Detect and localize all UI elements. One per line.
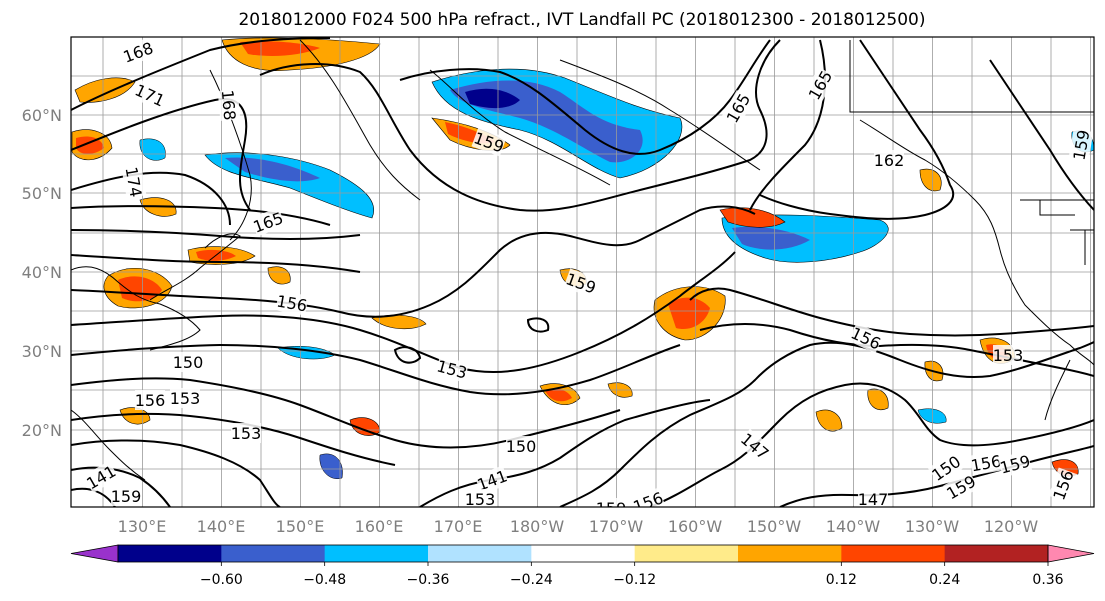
contour-label-text: 156 xyxy=(135,391,166,410)
map-frame xyxy=(70,36,1095,508)
lon-label: 150°E xyxy=(276,517,325,536)
contour-label-text: 147 xyxy=(858,490,889,509)
lon-label: 170°E xyxy=(434,517,483,536)
lon-label: 130°E xyxy=(118,517,167,536)
contour-label: 168 xyxy=(218,89,241,121)
coastline-us-west xyxy=(999,249,1094,366)
positive-anomaly-north xyxy=(221,37,381,71)
lat-label: 30°N xyxy=(22,342,62,361)
colorbar-extend-low xyxy=(70,544,119,563)
longitude-labels: 130°E 140°E 150°E 160°E 170°E 180°W 170°W 160°W… xyxy=(118,517,1039,536)
coastline-bc xyxy=(859,119,1001,251)
colorbar-frame xyxy=(117,544,1049,563)
lat-label: 40°N xyxy=(22,263,62,282)
lon-label: 140°E xyxy=(197,517,246,536)
colorbar-segment xyxy=(428,545,532,562)
lon-label: 130°W xyxy=(905,517,960,536)
coastline-philippines xyxy=(71,409,146,481)
contour-label-text: 150 xyxy=(506,437,537,456)
colorbar-tick-label: −0.12 xyxy=(613,572,656,588)
contour-label-text: 153 xyxy=(231,424,262,443)
positive-anomaly-central-pacific xyxy=(653,286,726,341)
border-canada-alaska xyxy=(849,40,1094,113)
contour-label: 147 xyxy=(858,489,889,509)
contour-label-text: 153 xyxy=(170,389,201,408)
coastline-alaska xyxy=(559,59,761,171)
colorbar-extend-high xyxy=(1047,544,1095,563)
coastline-aleutians xyxy=(429,69,611,186)
contour-label: 159 xyxy=(471,127,507,157)
colorbar-segment xyxy=(944,545,1049,562)
coastline-asia xyxy=(71,266,201,351)
contour-label: 159 xyxy=(596,498,627,518)
contour-label: 159 xyxy=(111,486,142,506)
coastlines xyxy=(71,39,1094,481)
colorbar-tick-label: 0.12 xyxy=(826,572,857,588)
colorbar-segment xyxy=(634,545,739,562)
contour-label: 174 xyxy=(121,165,147,199)
colorbar-tick-label: −0.36 xyxy=(407,572,450,588)
state-borders xyxy=(1020,199,1094,265)
lon-label: 170°W xyxy=(589,517,644,536)
colorbar: −0.60−0.48−0.36−0.24−0.120.120.240.360.4… xyxy=(70,544,1095,588)
lat-label: 20°N xyxy=(22,421,62,440)
colorbar-segment xyxy=(531,545,636,562)
contour-label-text: 153 xyxy=(465,490,496,509)
coastline-okhotsk xyxy=(299,39,421,201)
lon-label: 160°E xyxy=(355,517,404,536)
lat-label: 50°N xyxy=(22,184,62,203)
colorbar-segment xyxy=(324,545,429,562)
lon-label: 140°W xyxy=(826,517,881,536)
contour-label: 168 xyxy=(120,37,156,67)
lon-label: 120°W xyxy=(984,517,1039,536)
contour-label-text: 150 xyxy=(173,353,204,372)
figure-title: 2018012000 F024 500 hPa refract., IVT La… xyxy=(238,10,925,30)
contour-label: 156 xyxy=(135,390,166,410)
lat-label: 60°N xyxy=(22,106,62,125)
colorbar-tick-label: −0.24 xyxy=(510,572,553,588)
contour-label: 150 xyxy=(506,436,537,456)
contour-label-text: 168 xyxy=(218,89,240,121)
contour-label: 153 xyxy=(993,345,1024,365)
contour-label: 150 xyxy=(173,352,204,372)
contour-label: 153 xyxy=(231,423,262,443)
lon-label: 160°W xyxy=(668,517,723,536)
contour-label: 153 xyxy=(170,388,201,408)
contour-label-text: 159 xyxy=(596,499,627,518)
contour-label-text: 159 xyxy=(111,487,142,506)
latitude-labels: 60°N 50°N 40°N 30°N 20°N xyxy=(22,106,62,440)
colorbar-tick-label: −0.48 xyxy=(303,572,346,588)
colorbar-segment xyxy=(738,545,842,562)
contour-label-text: 162 xyxy=(874,151,905,170)
graticule xyxy=(71,37,1094,507)
coastline-baja xyxy=(1044,359,1071,421)
contour-label: 162 xyxy=(874,150,905,170)
colorbar-tick-label: 0.24 xyxy=(929,572,960,588)
contour-label: 153 xyxy=(465,489,496,509)
colorbar-segment xyxy=(221,545,326,562)
colorbar-segment xyxy=(841,545,946,562)
colorbar-tick-label: −0.60 xyxy=(200,572,243,588)
contour-label-text: 153 xyxy=(993,346,1024,365)
colorbar-segment xyxy=(118,545,222,562)
lon-label: 180°W xyxy=(510,517,565,536)
lon-label: 150°W xyxy=(747,517,802,536)
colorbar-tick-label: 0.36 xyxy=(1032,572,1063,588)
